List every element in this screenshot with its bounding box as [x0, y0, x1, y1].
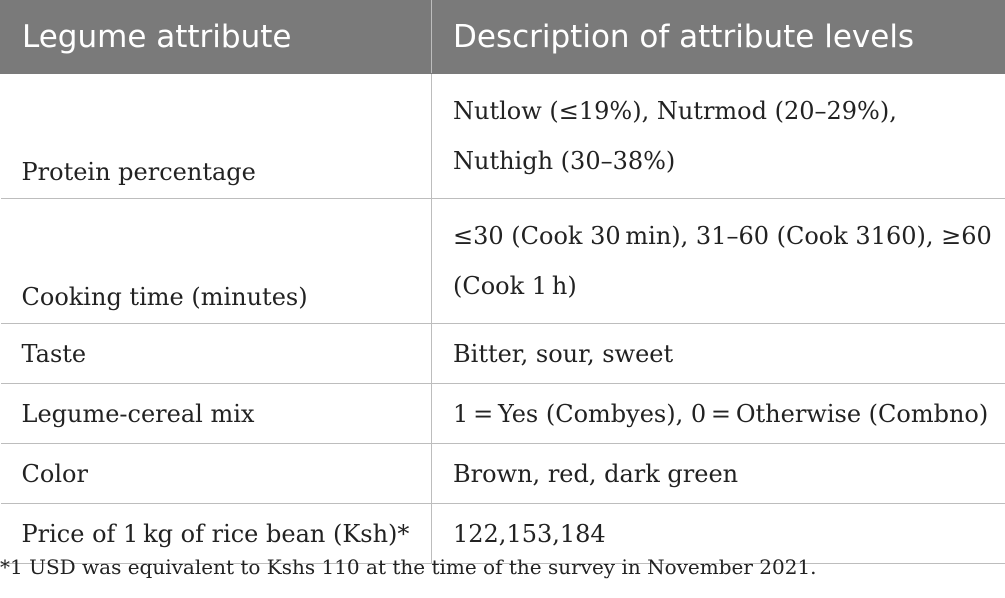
header-description: Description of attribute levels — [431, 0, 1005, 74]
table-row: Taste Bitter, sour, sweet — [0, 323, 1005, 384]
legume-attribute-table: Legume attribute Description of attribut… — [0, 0, 1005, 564]
table-row: Protein percentage Nutlow (≤19%), Nutrmo… — [0, 73, 1005, 199]
attribute-cell: Legume-cereal mix — [0, 383, 432, 444]
attribute-cell: Price of 1 kg of rice bean (Ksh)* — [0, 503, 432, 564]
table-row: Cooking time (minutes) ≤30 (Cook 30 min)… — [0, 198, 1005, 324]
attribute-table-container: Legume attribute Description of attribut… — [0, 0, 1005, 564]
description-cell: 1 = Yes (Combyes), 0 = Otherwise (Combno… — [431, 383, 1005, 444]
table-footnote: *1 USD was equivalent to Kshs 110 at the… — [0, 555, 817, 579]
table-row: Price of 1 kg of rice bean (Ksh)* 122,15… — [0, 503, 1005, 564]
attribute-cell: Protein percentage — [0, 73, 432, 199]
description-cell: ≤30 (Cook 30 min), 31–60 (Cook 3160), ≥6… — [431, 198, 1005, 324]
attribute-cell: Color — [0, 443, 432, 504]
description-cell: Bitter, sour, sweet — [431, 323, 1005, 384]
table-row: Legume-cereal mix 1 = Yes (Combyes), 0 =… — [0, 383, 1005, 444]
description-cell: Brown, red, dark green — [431, 443, 1005, 504]
attribute-cell: Taste — [0, 323, 432, 384]
table-row: Color Brown, red, dark green — [0, 443, 1005, 504]
header-legume-attribute: Legume attribute — [0, 0, 432, 74]
table-header-row: Legume attribute Description of attribut… — [0, 0, 1005, 74]
attribute-cell: Cooking time (minutes) — [0, 198, 432, 324]
description-cell: 122,153,184 — [431, 503, 1005, 564]
description-cell: Nutlow (≤19%), Nutrmod (20–29%), Nuthigh… — [431, 73, 1005, 199]
